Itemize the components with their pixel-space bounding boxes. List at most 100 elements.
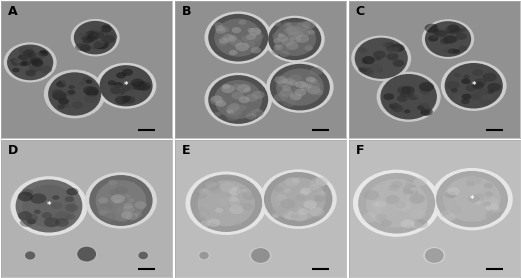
Ellipse shape xyxy=(139,252,148,259)
Ellipse shape xyxy=(380,74,437,120)
Ellipse shape xyxy=(227,110,234,114)
Ellipse shape xyxy=(244,41,255,48)
Ellipse shape xyxy=(96,63,156,109)
Ellipse shape xyxy=(75,43,88,51)
Ellipse shape xyxy=(94,42,105,49)
Ellipse shape xyxy=(234,220,242,225)
Ellipse shape xyxy=(315,177,329,185)
Ellipse shape xyxy=(403,184,417,193)
Ellipse shape xyxy=(20,219,33,227)
Ellipse shape xyxy=(238,188,251,197)
Ellipse shape xyxy=(443,26,451,32)
Ellipse shape xyxy=(12,62,18,66)
Ellipse shape xyxy=(123,194,130,198)
Ellipse shape xyxy=(295,81,306,88)
Ellipse shape xyxy=(315,90,323,95)
Ellipse shape xyxy=(100,25,111,33)
Ellipse shape xyxy=(455,33,467,40)
Ellipse shape xyxy=(424,104,432,110)
Ellipse shape xyxy=(231,193,243,201)
Text: *: * xyxy=(472,81,476,90)
Ellipse shape xyxy=(92,33,99,37)
Ellipse shape xyxy=(394,201,407,208)
Ellipse shape xyxy=(79,32,89,38)
Ellipse shape xyxy=(286,42,299,50)
Ellipse shape xyxy=(199,252,209,259)
Ellipse shape xyxy=(229,107,242,116)
Ellipse shape xyxy=(473,178,483,184)
Ellipse shape xyxy=(403,188,414,195)
Ellipse shape xyxy=(89,83,98,89)
Ellipse shape xyxy=(482,73,497,82)
Ellipse shape xyxy=(430,34,437,39)
Ellipse shape xyxy=(230,39,242,46)
Text: *: * xyxy=(47,202,51,210)
Ellipse shape xyxy=(121,85,131,91)
Ellipse shape xyxy=(377,69,383,73)
Ellipse shape xyxy=(51,202,63,209)
Ellipse shape xyxy=(473,82,484,89)
Ellipse shape xyxy=(84,95,97,103)
Ellipse shape xyxy=(205,73,272,126)
Ellipse shape xyxy=(18,211,32,220)
Ellipse shape xyxy=(222,34,234,41)
Ellipse shape xyxy=(268,18,321,60)
Ellipse shape xyxy=(52,195,59,200)
Ellipse shape xyxy=(410,187,417,192)
Ellipse shape xyxy=(102,213,116,222)
Ellipse shape xyxy=(236,187,251,197)
Ellipse shape xyxy=(293,31,304,37)
Ellipse shape xyxy=(311,177,327,187)
Ellipse shape xyxy=(295,89,306,96)
Ellipse shape xyxy=(445,25,460,34)
Ellipse shape xyxy=(79,81,85,86)
Ellipse shape xyxy=(375,57,381,61)
Ellipse shape xyxy=(441,24,449,29)
Ellipse shape xyxy=(291,27,304,35)
Ellipse shape xyxy=(314,195,326,202)
Ellipse shape xyxy=(66,188,78,195)
Ellipse shape xyxy=(272,214,279,218)
Ellipse shape xyxy=(85,172,157,229)
Ellipse shape xyxy=(239,20,246,25)
Ellipse shape xyxy=(282,98,296,107)
Ellipse shape xyxy=(296,207,304,212)
Ellipse shape xyxy=(448,36,458,43)
Ellipse shape xyxy=(19,61,27,66)
Ellipse shape xyxy=(44,217,59,227)
Ellipse shape xyxy=(487,90,494,94)
Ellipse shape xyxy=(218,40,227,46)
Ellipse shape xyxy=(275,197,289,206)
Ellipse shape xyxy=(358,60,371,69)
Ellipse shape xyxy=(26,214,38,222)
Ellipse shape xyxy=(34,210,41,214)
Ellipse shape xyxy=(374,207,383,213)
Ellipse shape xyxy=(351,36,411,81)
Ellipse shape xyxy=(58,98,69,105)
Ellipse shape xyxy=(251,47,261,54)
Ellipse shape xyxy=(231,92,244,100)
Ellipse shape xyxy=(289,74,302,82)
Ellipse shape xyxy=(40,50,47,54)
Ellipse shape xyxy=(242,191,256,200)
Ellipse shape xyxy=(14,59,22,63)
Ellipse shape xyxy=(304,45,313,51)
Ellipse shape xyxy=(485,192,493,197)
Ellipse shape xyxy=(108,80,116,86)
Ellipse shape xyxy=(417,105,424,110)
Ellipse shape xyxy=(300,187,311,194)
Ellipse shape xyxy=(252,91,265,99)
Ellipse shape xyxy=(447,29,454,34)
Ellipse shape xyxy=(78,24,113,51)
Ellipse shape xyxy=(283,27,297,35)
Ellipse shape xyxy=(122,69,133,76)
Text: *: * xyxy=(470,195,474,203)
Ellipse shape xyxy=(199,188,209,195)
Ellipse shape xyxy=(484,183,493,189)
Ellipse shape xyxy=(281,79,289,83)
Ellipse shape xyxy=(18,54,28,61)
Ellipse shape xyxy=(57,104,65,109)
Ellipse shape xyxy=(459,46,468,51)
Ellipse shape xyxy=(197,180,255,226)
Ellipse shape xyxy=(283,211,297,220)
